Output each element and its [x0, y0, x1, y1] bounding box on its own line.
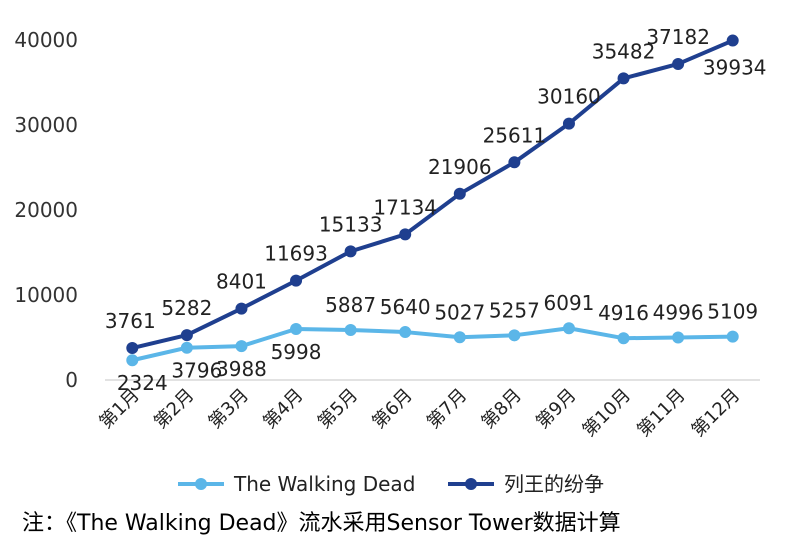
data-label: 35482 [592, 39, 656, 63]
data-label: 5257 [489, 298, 540, 322]
data-point [617, 72, 630, 85]
data-label: 6091 [544, 291, 595, 315]
data-point [126, 342, 139, 355]
data-point [290, 274, 303, 287]
data-point [508, 156, 521, 169]
data-label: 8401 [216, 270, 267, 294]
data-point [453, 331, 466, 344]
data-label: 3988 [216, 357, 267, 381]
y-tick-label: 10000 [14, 283, 78, 307]
y-axis: 0 10000 20000 30000 40000 [14, 28, 78, 392]
data-point [399, 326, 412, 339]
data-point [453, 187, 466, 200]
data-label: 2324 [117, 371, 168, 395]
data-label: 5887 [325, 293, 376, 317]
data-label: 37182 [646, 25, 710, 49]
legend-label-0: The Walking Dead [233, 472, 415, 496]
data-label: 4916 [598, 301, 649, 325]
x-tick-label: 第4月 [259, 385, 307, 433]
x-tick-label: 第8月 [478, 385, 526, 433]
line-chart: 0 10000 20000 30000 40000 第1月 第2月 第3月 第4月 第5月 第6月… [14, 25, 767, 496]
legend-label-1: 列王的纷争 [504, 472, 604, 496]
legend-marker-0 [195, 478, 207, 490]
data-point [672, 57, 685, 70]
x-tick-label: 第12月 [688, 385, 745, 442]
data-label: 5640 [380, 295, 431, 319]
series-line-0 [131, 326, 733, 363]
data-label: 21906 [428, 155, 492, 179]
data-point [399, 228, 412, 241]
data-point [235, 340, 248, 353]
y-tick-label: 30000 [14, 113, 78, 137]
data-point [235, 302, 248, 315]
data-label: 5998 [271, 340, 322, 364]
legend: The Walking Dead 列王的纷争 [178, 472, 604, 496]
x-tick-label: 第7月 [423, 385, 471, 433]
data-point [508, 329, 521, 342]
data-point [726, 34, 739, 47]
data-label: 3796 [171, 359, 222, 383]
data-point [290, 323, 303, 336]
x-tick-label: 第5月 [314, 385, 362, 433]
data-label: 5282 [161, 296, 212, 320]
footnote: 注：《The Walking Dead》流水采用Sensor Tower数据计算 [22, 511, 621, 536]
data-point [344, 245, 357, 258]
x-tick-label: 第10月 [579, 385, 636, 442]
data-point [126, 354, 139, 367]
data-point [672, 331, 685, 344]
data-point [617, 332, 630, 345]
data-label: 15133 [319, 212, 383, 236]
legend-marker-1 [465, 478, 477, 490]
y-tick-label: 40000 [14, 28, 78, 52]
data-label: 39934 [703, 56, 767, 80]
data-point [180, 341, 193, 354]
data-label: 5109 [707, 300, 758, 324]
x-tick-label: 第6月 [368, 385, 416, 433]
data-point [562, 322, 575, 335]
data-point [180, 329, 193, 342]
series-layer [126, 34, 739, 367]
data-label: 25611 [483, 123, 547, 147]
data-label: 30160 [537, 85, 601, 109]
x-tick-label: 第3月 [205, 385, 253, 433]
data-label: 3761 [105, 309, 156, 333]
series-line-1 [131, 38, 734, 350]
x-tick-label: 第11月 [633, 385, 690, 442]
data-label: 4996 [653, 301, 704, 325]
data-point [344, 323, 357, 336]
data-point [562, 117, 575, 130]
data-point [726, 330, 739, 343]
y-tick-label: 0 [65, 368, 78, 392]
data-label: 11693 [264, 242, 328, 266]
data-label: 17134 [373, 195, 437, 219]
y-tick-label: 20000 [14, 198, 78, 222]
x-tick-label: 第9月 [532, 385, 580, 433]
data-label: 5027 [434, 300, 485, 324]
